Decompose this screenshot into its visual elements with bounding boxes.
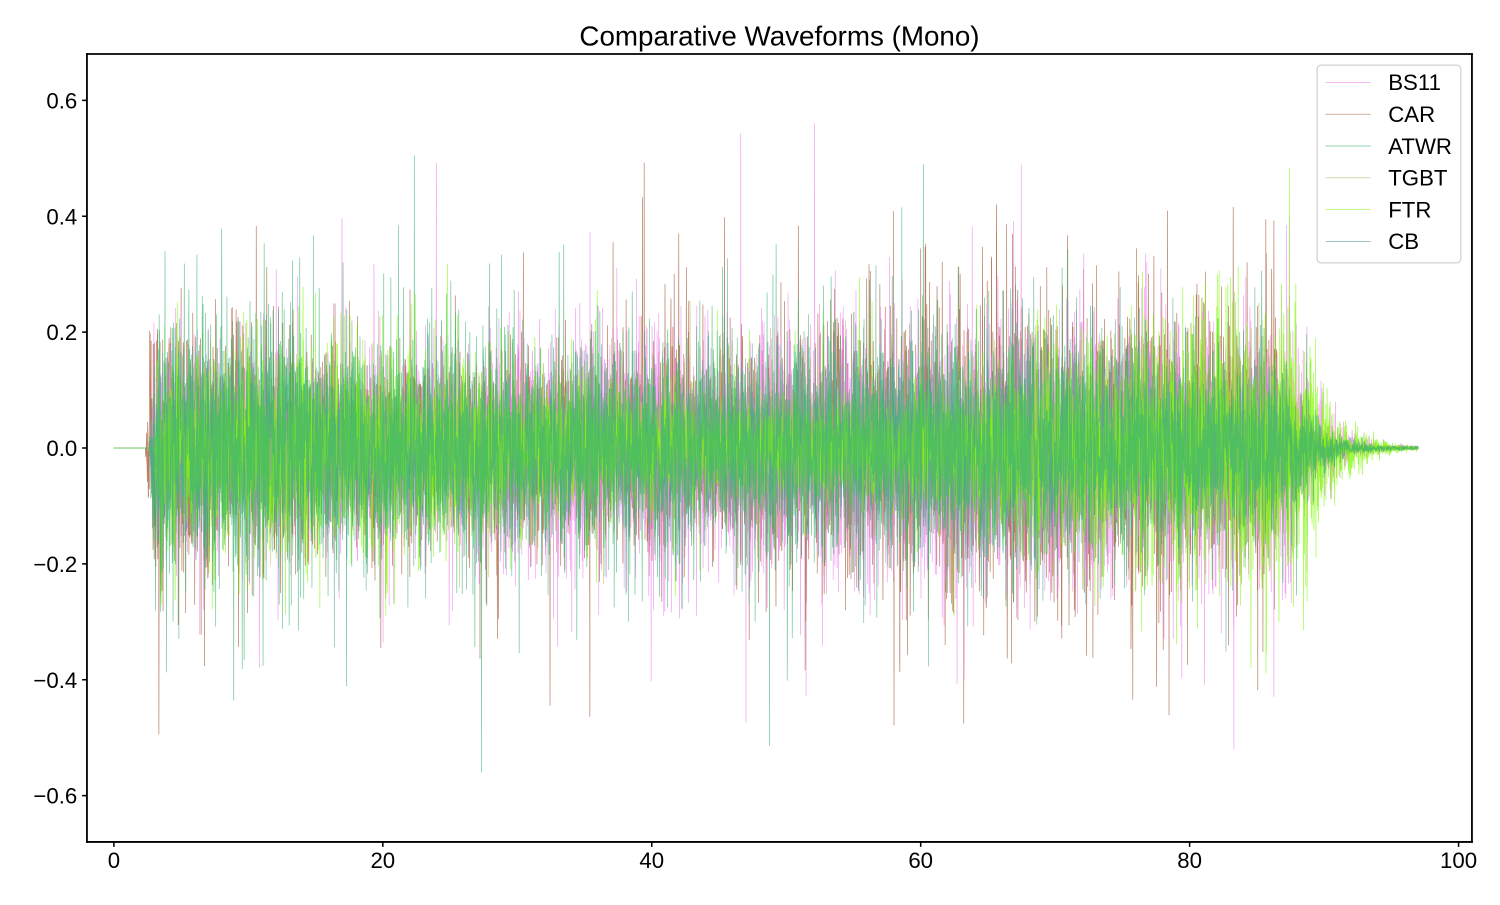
svg-text:−0.4: −0.4 [33,668,77,693]
svg-text:20: 20 [370,848,395,873]
svg-text:0.2: 0.2 [46,320,77,345]
svg-text:−0.6: −0.6 [33,784,77,809]
svg-text:ATWR: ATWR [1388,134,1452,159]
svg-text:TGBT: TGBT [1388,166,1448,191]
svg-text:40: 40 [639,848,664,873]
svg-text:CB: CB [1388,229,1419,254]
svg-text:0: 0 [108,848,120,873]
svg-text:80: 80 [1177,848,1202,873]
svg-text:0.4: 0.4 [46,204,77,229]
svg-text:−0.2: −0.2 [33,552,77,577]
svg-text:CAR: CAR [1388,102,1435,127]
svg-text:60: 60 [908,848,933,873]
svg-text:0.6: 0.6 [46,88,77,113]
svg-text:BS11: BS11 [1388,70,1441,95]
svg-text:100: 100 [1440,848,1477,873]
svg-text:Comparative Waveforms (Mono): Comparative Waveforms (Mono) [579,21,979,52]
svg-text:FTR: FTR [1388,197,1431,222]
svg-text:0.0: 0.0 [46,436,77,461]
